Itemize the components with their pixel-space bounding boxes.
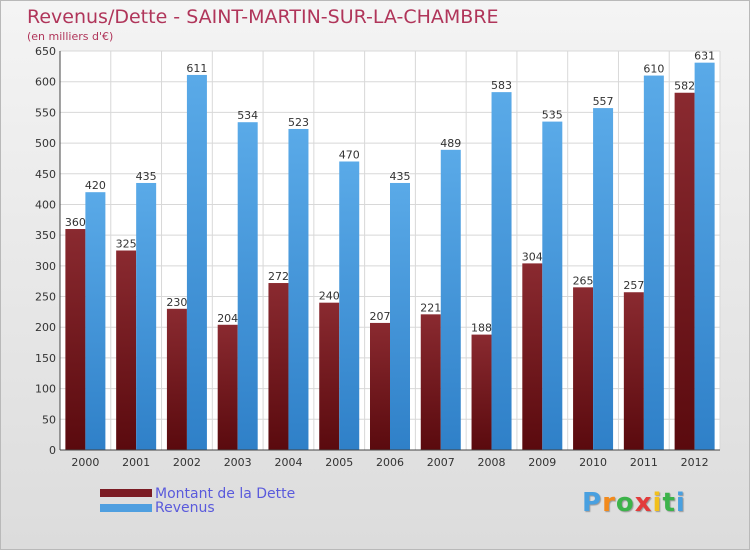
- bar-revenus-2001: [136, 182, 157, 450]
- x-tick-label: 2001: [122, 456, 150, 469]
- data-label-dette-2011: 257: [623, 279, 644, 292]
- data-label-dette-2005: 240: [319, 290, 340, 303]
- data-label-revenus-2000: 420: [85, 179, 106, 192]
- chart-title: Revenus/Dette - SAINT-MARTIN-SUR-LA-CHAM…: [27, 6, 499, 28]
- x-tick-label: 2002: [173, 456, 201, 469]
- bar-revenus-2012: [694, 62, 715, 450]
- bar-dette-2010: [573, 287, 594, 450]
- x-tick-label: 2008: [478, 456, 506, 469]
- data-label-revenus-2004: 523: [288, 116, 309, 129]
- x-tick-label: 2011: [630, 456, 658, 469]
- data-label-dette-2010: 265: [573, 274, 594, 287]
- proxiti-logo: Proxiti: [582, 488, 686, 518]
- y-tick-label: 350: [35, 229, 56, 242]
- data-label-revenus-2011: 610: [643, 63, 664, 76]
- bar-revenus-2006: [390, 182, 410, 450]
- x-tick-label: 2006: [376, 456, 404, 469]
- bar-dette-2011: [623, 292, 644, 450]
- x-tick-label: 2000: [71, 456, 99, 469]
- data-label-dette-2000: 360: [65, 216, 86, 229]
- legend-swatch-revenus: [100, 504, 152, 512]
- data-label-revenus-2005: 470: [339, 148, 360, 161]
- data-label-revenus-2008: 583: [491, 79, 512, 92]
- bar-dette-2001: [116, 250, 137, 450]
- bar-dette-2006: [370, 322, 390, 450]
- data-label-revenus-2007: 489: [440, 137, 461, 150]
- bar-dette-2002: [166, 308, 187, 450]
- bar-revenus-2010: [593, 108, 614, 450]
- y-tick-label: 50: [42, 413, 56, 426]
- data-label-dette-2004: 272: [268, 270, 289, 283]
- data-label-revenus-2002: 611: [186, 62, 207, 75]
- bar-revenus-2005: [339, 161, 360, 450]
- y-tick-label: 450: [35, 168, 56, 181]
- bar-revenus-2003: [237, 122, 258, 451]
- data-label-dette-2001: 325: [116, 238, 137, 251]
- data-label-revenus-2006: 435: [390, 170, 411, 183]
- bar-revenus-2011: [643, 75, 664, 451]
- y-tick-label: 500: [35, 137, 56, 150]
- x-tick-label: 2009: [528, 456, 556, 469]
- data-label-dette-2007: 221: [420, 301, 441, 314]
- bar-revenus-2002: [186, 74, 207, 450]
- data-label-revenus-2012: 631: [694, 50, 715, 63]
- data-label-dette-2008: 188: [471, 322, 492, 335]
- y-tick-label: 650: [35, 45, 56, 58]
- bar-revenus-2004: [288, 128, 309, 450]
- data-label-revenus-2009: 535: [542, 109, 563, 122]
- x-tick-label: 2007: [427, 456, 455, 469]
- data-label-revenus-2001: 435: [136, 170, 157, 183]
- bar-revenus-2007: [440, 149, 461, 450]
- bar-dette-2000: [65, 229, 86, 450]
- data-label-revenus-2003: 534: [237, 109, 258, 122]
- y-tick-label: 550: [35, 106, 56, 119]
- x-tick-label: 2005: [325, 456, 353, 469]
- y-tick-label: 200: [35, 321, 56, 334]
- y-tick-label: 250: [35, 291, 56, 304]
- data-label-dette-2003: 204: [217, 312, 238, 325]
- x-tick-label: 2003: [224, 456, 252, 469]
- bar-revenus-2009: [542, 121, 563, 450]
- bar-dette-2003: [217, 324, 238, 450]
- bar-dette-2012: [674, 92, 695, 450]
- x-tick-label: 2012: [681, 456, 709, 469]
- x-tick-label: 2010: [579, 456, 607, 469]
- legend-label-revenus: Revenus: [155, 500, 215, 516]
- legend-swatch-dette: [100, 489, 152, 497]
- bar-dette-2005: [319, 302, 340, 450]
- y-tick-label: 150: [35, 352, 56, 365]
- y-tick-label: 400: [35, 198, 56, 211]
- bar-revenus-2000: [85, 192, 106, 450]
- data-label-revenus-2010: 557: [593, 95, 614, 108]
- bar-dette-2008: [471, 334, 492, 450]
- y-tick-label: 600: [35, 76, 56, 89]
- bar-dette-2004: [268, 283, 289, 450]
- data-label-dette-2012: 582: [674, 80, 695, 93]
- chart-subtitle: (en milliers d'€): [27, 30, 114, 43]
- bar-revenus-2008: [491, 92, 512, 451]
- bar-dette-2009: [522, 263, 543, 450]
- y-tick-label: 100: [35, 383, 56, 396]
- legend-label-dette: Montant de la Dette: [155, 486, 296, 502]
- y-tick-label: 300: [35, 260, 56, 273]
- x-tick-label: 2004: [274, 456, 302, 469]
- bar-dette-2007: [420, 314, 441, 450]
- data-label-dette-2006: 207: [370, 310, 391, 323]
- data-label-dette-2002: 230: [166, 296, 187, 309]
- data-label-dette-2009: 304: [522, 250, 543, 263]
- y-tick-label: 0: [49, 444, 56, 457]
